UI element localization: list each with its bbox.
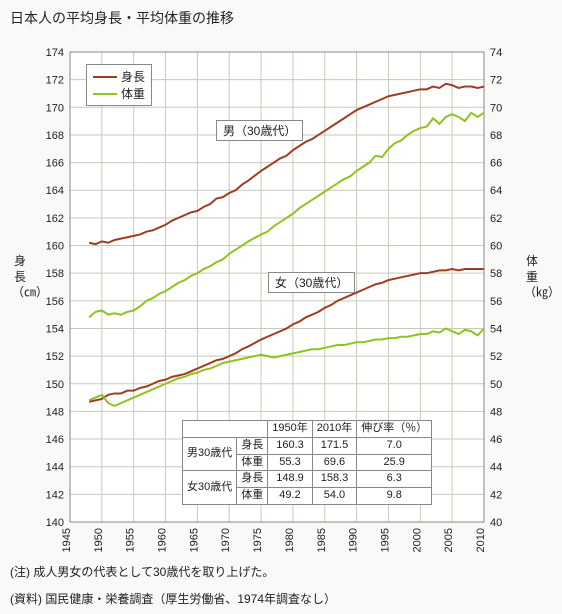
svg-text:64: 64	[490, 185, 502, 197]
svg-text:1985: 1985	[316, 528, 328, 552]
table-row: 女30歳代身長148.9158.36.3	[183, 471, 432, 488]
svg-text:140: 140	[46, 517, 64, 529]
svg-text:150: 150	[46, 379, 64, 391]
svg-text:74: 74	[490, 47, 502, 59]
table-row: 男30歳代身長160.3171.57.0	[183, 437, 432, 454]
chart-container: 身長（㎝） 体重（㎏） 1401421441461481501521541561…	[14, 34, 534, 554]
legend-swatch	[93, 93, 117, 95]
svg-text:46: 46	[490, 434, 502, 446]
table-cell: 体重	[237, 488, 268, 505]
svg-text:60: 60	[490, 241, 502, 253]
table-header	[183, 421, 268, 438]
svg-text:1955: 1955	[125, 528, 137, 552]
svg-text:156: 156	[46, 296, 64, 308]
svg-text:164: 164	[46, 185, 64, 197]
svg-text:52: 52	[490, 351, 502, 363]
table-cell: 55.3	[268, 454, 312, 471]
svg-text:42: 42	[490, 489, 502, 501]
svg-text:40: 40	[490, 517, 502, 529]
svg-text:68: 68	[490, 130, 502, 142]
table-header: 1950年	[268, 421, 312, 438]
svg-text:66: 66	[490, 158, 502, 170]
legend-swatch	[93, 76, 117, 78]
table-cell: 148.9	[268, 471, 312, 488]
table-cell: 6.3	[357, 471, 432, 488]
table-cell-group: 男30歳代	[183, 437, 237, 471]
table-cell: 160.3	[268, 437, 312, 454]
table-cell: 158.3	[312, 471, 356, 488]
y-right-axis-label: 体重（㎏）	[524, 254, 540, 301]
annotation-female: 女（30歳代）	[268, 272, 355, 293]
svg-text:158: 158	[46, 268, 64, 280]
legend-label: 身長	[121, 68, 145, 85]
svg-text:44: 44	[490, 462, 502, 474]
svg-text:170: 170	[46, 102, 64, 114]
svg-text:56: 56	[490, 296, 502, 308]
svg-text:62: 62	[490, 213, 502, 225]
svg-text:1960: 1960	[157, 528, 169, 552]
svg-text:148: 148	[46, 406, 64, 418]
svg-text:174: 174	[46, 47, 64, 59]
svg-text:172: 172	[46, 75, 64, 87]
legend: 身長体重	[86, 64, 152, 106]
legend-label: 体重	[121, 85, 145, 102]
svg-text:1950: 1950	[93, 528, 105, 552]
svg-text:1990: 1990	[348, 528, 360, 552]
table-header: 伸び率（％）	[357, 421, 432, 438]
svg-text:1945: 1945	[61, 528, 73, 552]
table-cell: 69.6	[312, 454, 356, 471]
footnote-note: (注) 成人男女の代表として30歳代を取り上げた。	[10, 564, 552, 581]
svg-text:50: 50	[490, 379, 502, 391]
annotation-male: 男（30歳代）	[216, 120, 303, 141]
table-cell: 7.0	[357, 437, 432, 454]
svg-text:54: 54	[490, 323, 502, 335]
svg-text:48: 48	[490, 406, 502, 418]
table-cell: 身長	[237, 471, 268, 488]
table-cell: 9.8	[357, 488, 432, 505]
svg-text:160: 160	[46, 241, 64, 253]
svg-text:168: 168	[46, 130, 64, 142]
table-cell: 身長	[237, 437, 268, 454]
svg-text:166: 166	[46, 158, 64, 170]
svg-text:154: 154	[46, 323, 64, 335]
svg-text:2000: 2000	[411, 528, 423, 552]
svg-text:1975: 1975	[252, 528, 264, 552]
svg-text:2010: 2010	[475, 528, 487, 552]
summary-table: 1950年2010年伸び率（％）男30歳代身長160.3171.57.0体重55…	[182, 420, 432, 505]
svg-text:58: 58	[490, 268, 502, 280]
svg-text:146: 146	[46, 434, 64, 446]
svg-text:70: 70	[490, 102, 502, 114]
table-cell: 171.5	[312, 437, 356, 454]
svg-text:2005: 2005	[443, 528, 455, 552]
legend-item: 身長	[93, 68, 145, 85]
svg-text:72: 72	[490, 75, 502, 87]
table-cell-group: 女30歳代	[183, 471, 237, 505]
svg-text:152: 152	[46, 351, 64, 363]
svg-text:162: 162	[46, 213, 64, 225]
table-cell: 54.0	[312, 488, 356, 505]
svg-text:1980: 1980	[284, 528, 296, 552]
footnote-source: (資料) 国民健康・栄養調査（厚生労働省、1974年調査なし）	[10, 591, 552, 608]
svg-text:1995: 1995	[379, 528, 391, 552]
svg-text:1965: 1965	[188, 528, 200, 552]
svg-text:1970: 1970	[220, 528, 232, 552]
table-header: 2010年	[312, 421, 356, 438]
table-cell: 49.2	[268, 488, 312, 505]
svg-text:142: 142	[46, 489, 64, 501]
legend-item: 体重	[93, 85, 145, 102]
table-cell: 体重	[237, 454, 268, 471]
chart-title: 日本人の平均身長・平均体重の推移	[10, 8, 552, 28]
svg-text:144: 144	[46, 462, 64, 474]
y-left-axis-label: 身長（㎝）	[12, 254, 28, 301]
table-cell: 25.9	[357, 454, 432, 471]
